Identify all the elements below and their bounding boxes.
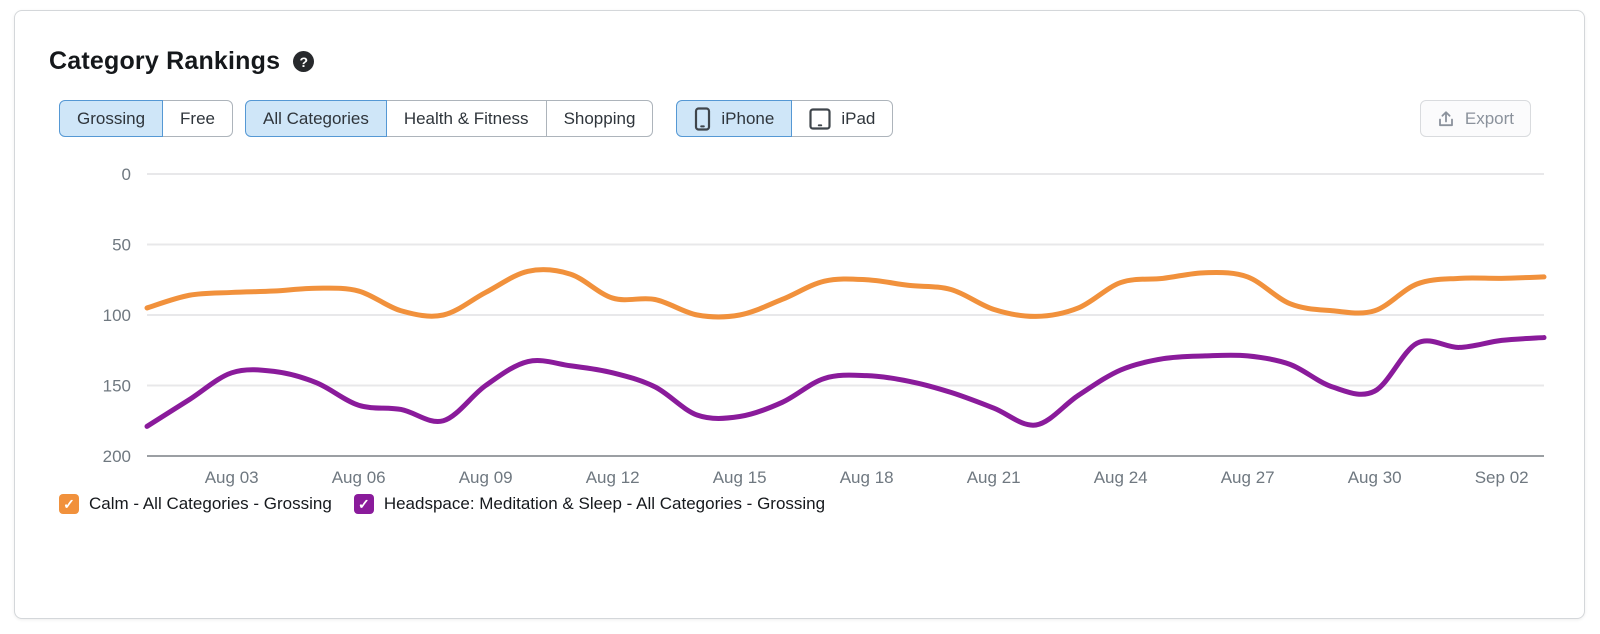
legend-item-calm[interactable]: ✓ Calm - All Categories - Grossing	[59, 494, 332, 514]
toggle-all-categories-label: All Categories	[263, 108, 369, 128]
toggle-health-fitness[interactable]: Health & Fitness	[385, 100, 547, 137]
list-type-toggle: Grossing Free	[59, 100, 233, 137]
x-axis-tick-label: Sep 02	[1475, 468, 1529, 487]
x-axis-tick-label: Aug 03	[205, 468, 259, 487]
export-icon	[1437, 110, 1455, 128]
toggle-free-label: Free	[180, 108, 215, 128]
x-axis-tick-label: Aug 18	[840, 468, 894, 487]
y-axis-tick-label: 100	[103, 306, 131, 325]
iphone-icon	[694, 106, 711, 131]
ipad-icon	[809, 107, 831, 131]
page-title: Category Rankings	[49, 47, 281, 75]
toggle-grossing[interactable]: Grossing	[59, 100, 164, 137]
x-axis-tick-label: Aug 21	[967, 468, 1021, 487]
toggle-health-fitness-label: Health & Fitness	[403, 108, 529, 128]
toggle-free[interactable]: Free	[162, 100, 233, 137]
toggle-grossing-label: Grossing	[77, 108, 146, 128]
help-icon[interactable]: ?	[293, 51, 315, 72]
calm-series-line[interactable]	[144, 267, 1547, 320]
export-button[interactable]: Export	[1419, 100, 1531, 137]
device-toggle: iPhone iPad	[676, 100, 894, 137]
chart-legend: ✓ Calm - All Categories - Grossing ✓ Hea…	[59, 494, 825, 514]
headspace-series-label: Headspace: Meditation & Sleep - All Cate…	[383, 494, 826, 513]
toggle-iphone-label: iPhone	[721, 108, 775, 128]
y-axis-tick-label: 50	[112, 236, 131, 255]
card-header: Category Rankings ?	[49, 47, 315, 76]
toggle-shopping-label: Shopping	[563, 108, 636, 128]
toggle-iphone[interactable]: iPhone	[676, 100, 793, 137]
x-axis-tick-label: Aug 12	[586, 468, 640, 487]
y-axis-tick-label: 150	[103, 377, 131, 396]
calm-series-checkbox[interactable]: ✓	[59, 494, 79, 514]
y-axis-tick-label: 0	[122, 165, 131, 184]
export-button-label: Export	[1464, 108, 1514, 128]
legend-item-headspace[interactable]: ✓ Headspace: Meditation & Sleep - All Ca…	[353, 494, 826, 514]
category-rankings-card: 0 50 100 150 200 Aug 03 Aug 06 Aug 09 Aug 12 Aug …	[14, 10, 1585, 619]
x-axis-tick-label: Aug 06	[332, 468, 386, 487]
controls-row: Grossing Free All Categories Health & Fi…	[59, 100, 1531, 137]
calm-series-label: Calm - All Categories - Grossing	[89, 494, 332, 513]
category-toggle: All Categories Health & Fitness Shopping	[245, 100, 654, 137]
chart-area[interactable]: 0 50 100 150 200 Aug 03 Aug 06 Aug 09 Aug 12 Aug …	[15, 11, 1586, 491]
x-axis-tick-label: Aug 24	[1094, 468, 1148, 487]
x-axis-tick-label: Aug 30	[1348, 468, 1402, 487]
toggle-ipad-label: iPad	[841, 108, 876, 128]
x-axis-tick-label: Aug 27	[1221, 468, 1275, 487]
category-rankings-chart[interactable]: 0 50 100 150 200 Aug 03 Aug 06 Aug 09 Aug 12 Aug …	[15, 11, 1586, 491]
headspace-series-line[interactable]	[144, 335, 1547, 429]
y-axis-tick-label: 200	[103, 447, 131, 466]
headspace-series-checkbox[interactable]: ✓	[353, 494, 374, 514]
x-axis-tick-label: Aug 09	[459, 468, 513, 487]
toggle-all-categories[interactable]: All Categories	[245, 100, 387, 137]
toggle-shopping[interactable]: Shopping	[545, 100, 654, 137]
toggle-ipad[interactable]: iPad	[791, 100, 894, 137]
x-axis-tick-label: Aug 15	[713, 468, 767, 487]
